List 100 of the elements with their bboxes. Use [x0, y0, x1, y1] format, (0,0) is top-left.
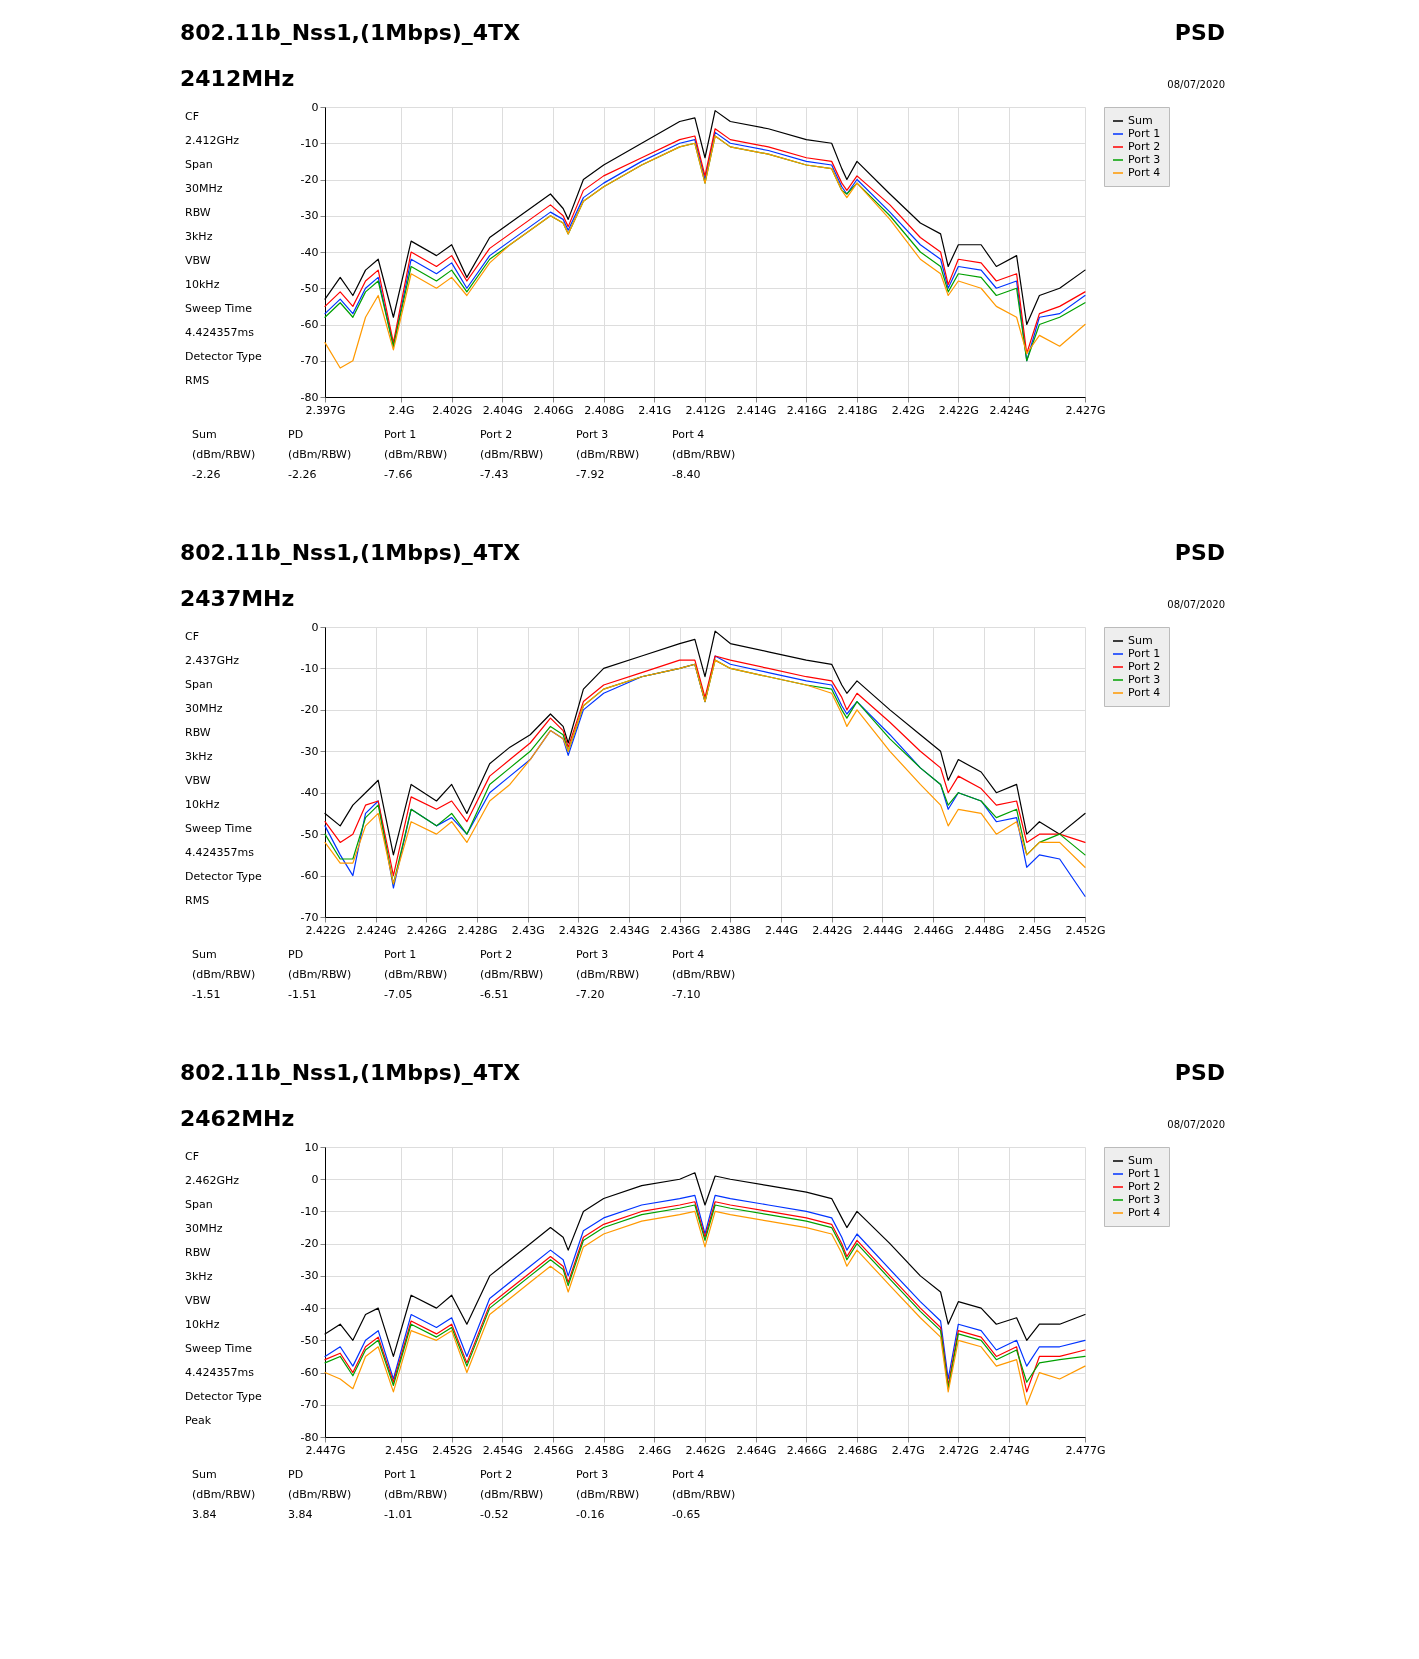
y-tick-label: -20 [300, 1237, 319, 1251]
text: -7.66 [384, 468, 413, 481]
text: -8.40 [672, 468, 701, 481]
y-tick-label: -50 [300, 827, 319, 841]
y-tick-label: -30 [300, 1269, 319, 1283]
legend-label: Port 2 [1128, 140, 1161, 153]
y-tick-label: -30 [300, 744, 319, 758]
y-tick-label: -80 [300, 390, 319, 404]
x-tick-label: 2.408G [584, 403, 625, 417]
y-tick-label: -20 [300, 173, 319, 186]
x-tick-label: 2.42G [891, 403, 925, 417]
y-tick-label: -40 [300, 1301, 319, 1315]
x-tick-label: 2.426G [406, 923, 447, 937]
text: PD [288, 1468, 304, 1481]
x-tick-label: 2.452G [432, 1443, 473, 1457]
x-tick-label: 2.424G [989, 403, 1030, 417]
text: -0.52 [480, 1508, 509, 1521]
text: PSD [1174, 1060, 1225, 1085]
text: 2.437GHz [185, 654, 240, 667]
text: -0.65 [672, 1508, 701, 1521]
text: 30MHz [185, 702, 223, 715]
x-tick-label: 2.412G [685, 403, 726, 417]
x-tick-label: 2.43G [511, 923, 545, 937]
text: Port 1 [384, 948, 417, 961]
text: Span [185, 158, 213, 171]
x-tick-label: 2.474G [989, 1443, 1030, 1457]
text: 3kHz [185, 230, 213, 243]
text: -7.92 [576, 468, 605, 481]
text: (dBm/RBW) [480, 1488, 544, 1501]
legend-label: Port 4 [1128, 1206, 1161, 1219]
text: VBW [185, 254, 211, 267]
y-tick-label: -40 [300, 786, 319, 800]
chart-subtitle: 2462MHz [180, 1106, 295, 1131]
text: -1.51 [192, 988, 221, 1001]
x-tick-label: 2.468G [837, 1443, 878, 1457]
text: 3kHz [185, 750, 213, 763]
x-tick-label: 2.434G [609, 923, 650, 937]
legend-label: Port 2 [1128, 1180, 1161, 1193]
text: -7.43 [480, 468, 509, 481]
legend-label: Sum [1128, 634, 1153, 647]
legend-label: Port 1 [1128, 127, 1161, 140]
text: Sum [192, 1468, 217, 1481]
text: -7.10 [672, 988, 701, 1001]
text: Port 1 [384, 428, 417, 441]
legend-label: Port 4 [1128, 686, 1161, 699]
text: Port 4 [672, 948, 705, 961]
text: Port 3 [576, 428, 609, 441]
x-tick-label: 2.446G [913, 923, 954, 937]
text: (dBm/RBW) [576, 968, 640, 981]
text: Port 2 [480, 1468, 513, 1481]
text: 3.84 [288, 1508, 313, 1521]
text: PSD [1174, 540, 1225, 565]
text: (dBm/RBW) [288, 968, 352, 981]
chart-title: 802.11b_Nss1,(1Mbps)_4TX [180, 20, 521, 45]
x-tick-label: 2.397G [305, 403, 346, 417]
x-tick-label: 2.404G [482, 403, 523, 417]
chart-subtitle: 2412MHz [180, 66, 295, 91]
text: (dBm/RBW) [480, 968, 544, 981]
text: RBW [185, 726, 211, 739]
x-tick-label: 2.464G [736, 1443, 777, 1457]
x-tick-label: 2.442G [812, 923, 853, 937]
x-tick-label: 2.402G [432, 403, 473, 417]
x-tick-label: 2.416G [786, 403, 827, 417]
text: 10kHz [185, 1318, 220, 1331]
x-tick-label: 2.452G [1065, 923, 1106, 937]
text: -1.01 [384, 1508, 413, 1521]
legend-label: Port 1 [1128, 647, 1161, 660]
y-tick-label: -60 [300, 869, 319, 883]
x-tick-label: 2.422G [938, 403, 979, 417]
text: (dBm/RBW) [288, 1488, 352, 1501]
x-tick-label: 2.466G [786, 1443, 827, 1457]
x-tick-label: 2.41G [638, 403, 672, 417]
text: (dBm/RBW) [576, 1488, 640, 1501]
text: 10kHz [185, 278, 220, 291]
text: CF [185, 110, 200, 123]
text: Port 4 [672, 1468, 705, 1481]
y-tick-label: -70 [300, 354, 319, 368]
text: 30MHz [185, 1222, 223, 1235]
y-tick-label: -50 [300, 1333, 319, 1347]
x-tick-label: 2.438G [710, 923, 751, 937]
y-tick-label: -80 [300, 1430, 319, 1444]
text: 4.424357ms [185, 326, 255, 339]
text: (dBm/RBW) [192, 1488, 256, 1501]
text: PD [288, 428, 304, 441]
x-tick-label: 2.458G [584, 1443, 625, 1457]
y-tick-label: -40 [300, 245, 319, 259]
x-tick-label: 2.444G [862, 923, 903, 937]
text: 08/07/2020 [1167, 79, 1225, 90]
x-tick-label: 2.4G [388, 403, 415, 417]
text: Peak [185, 1414, 212, 1427]
text: Sum [192, 428, 217, 441]
x-tick-label: 2.447G [305, 1443, 346, 1457]
x-tick-label: 2.427G [1065, 403, 1106, 417]
x-tick-label: 2.414G [736, 403, 777, 417]
x-tick-label: 2.428G [457, 923, 498, 937]
text: -7.20 [576, 988, 605, 1001]
text: 3kHz [185, 1270, 213, 1283]
x-tick-label: 2.424G [356, 923, 397, 937]
text: 30MHz [185, 182, 223, 195]
text: (dBm/RBW) [672, 1488, 736, 1501]
